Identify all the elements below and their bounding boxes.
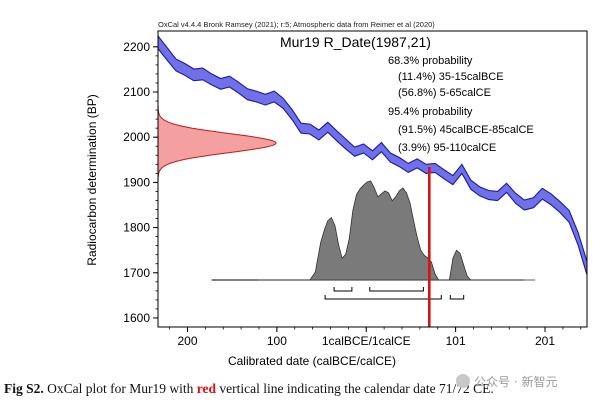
oxcal-calibration-chart: 1600 1700 1800 1900 2000 2100 2200 200 100 1calB… [85,20,588,368]
prob-95-range-2: (3.9%) 95-110calCE [398,142,496,154]
range-95-bracket-1 [324,295,442,300]
radiocarbon-distribution [157,105,277,181]
y-tick-label: 1700 [123,266,150,280]
caption-text-before: OxCal plot for Mur19 with [43,381,197,396]
plot-frame [157,30,588,328]
x-axis-label: Calibrated date (calBCE/calCE) [228,354,396,368]
range-68-bracket-1 [333,287,353,292]
calibration-band-fill [158,36,587,275]
x-tick-label: 200 [177,334,197,348]
y-axis-label: Radiocarbon determination (BP) [85,94,99,265]
radiocarbon-density [157,105,277,181]
watermark: 公众号 · 新智元 [456,373,557,390]
calibration-band-upper-edge [157,35,588,262]
x-tick-label: 201 [535,334,555,348]
watermark-text: 公众号 · 新智元 [474,375,558,389]
x-tick-label: 100 [267,334,287,348]
prob-95-heading: 95.4% probability [388,106,473,118]
prob-95-range-1: (91.5%) 45calBCE-85calCE [398,124,534,136]
caption-text-after: vertical line indicating the calendar da… [216,381,494,396]
calibration-curve-band [157,35,588,276]
y-tick-label: 2200 [123,40,150,54]
posterior-density [258,180,536,281]
x-tick-label: 1calBCE/1calCE [322,334,411,348]
y-axis-ticks: 1600 1700 1800 1900 2000 2100 2200 [123,40,158,325]
y-tick-label: 1800 [123,221,150,235]
caption-highlight: red [196,381,217,396]
calibration-band-lower-edge [157,48,588,276]
oxcal-header: OxCal v4.4.4 Bronk Ramsey (2021); r:5; A… [158,20,435,29]
prob-68-heading: 68.3% probability [388,55,473,67]
wechat-icon [456,374,470,388]
posterior-distribution [211,180,536,281]
y-tick-label: 1900 [123,175,150,189]
chart-title: Mur19 R_Date(1987,21) [280,34,431,50]
range-68-bracket-2 [369,287,424,292]
y-tick-label: 2000 [123,130,150,144]
x-tick-label: 101 [446,334,466,348]
range-95-bracket-2 [449,295,465,300]
prob-68-range-1: (11.4%) 35-15calBCE [398,71,504,83]
y-tick-label: 2100 [123,85,150,99]
caption-label: Fig S2. [4,381,44,396]
x-axis-ticks: 200 100 1calBCE/1calCE 101 201 [169,327,582,348]
probability-range-brackets [324,287,465,300]
figure-caption: Fig S2. OxCal plot for Mur19 with red ve… [4,381,608,397]
y-tick-label: 1600 [123,311,150,325]
prob-68-range-2: (56.8%) 5-65calCE [398,87,491,99]
probability-summary: 68.3% probability (11.4%) 35-15calBCE (5… [388,55,534,154]
